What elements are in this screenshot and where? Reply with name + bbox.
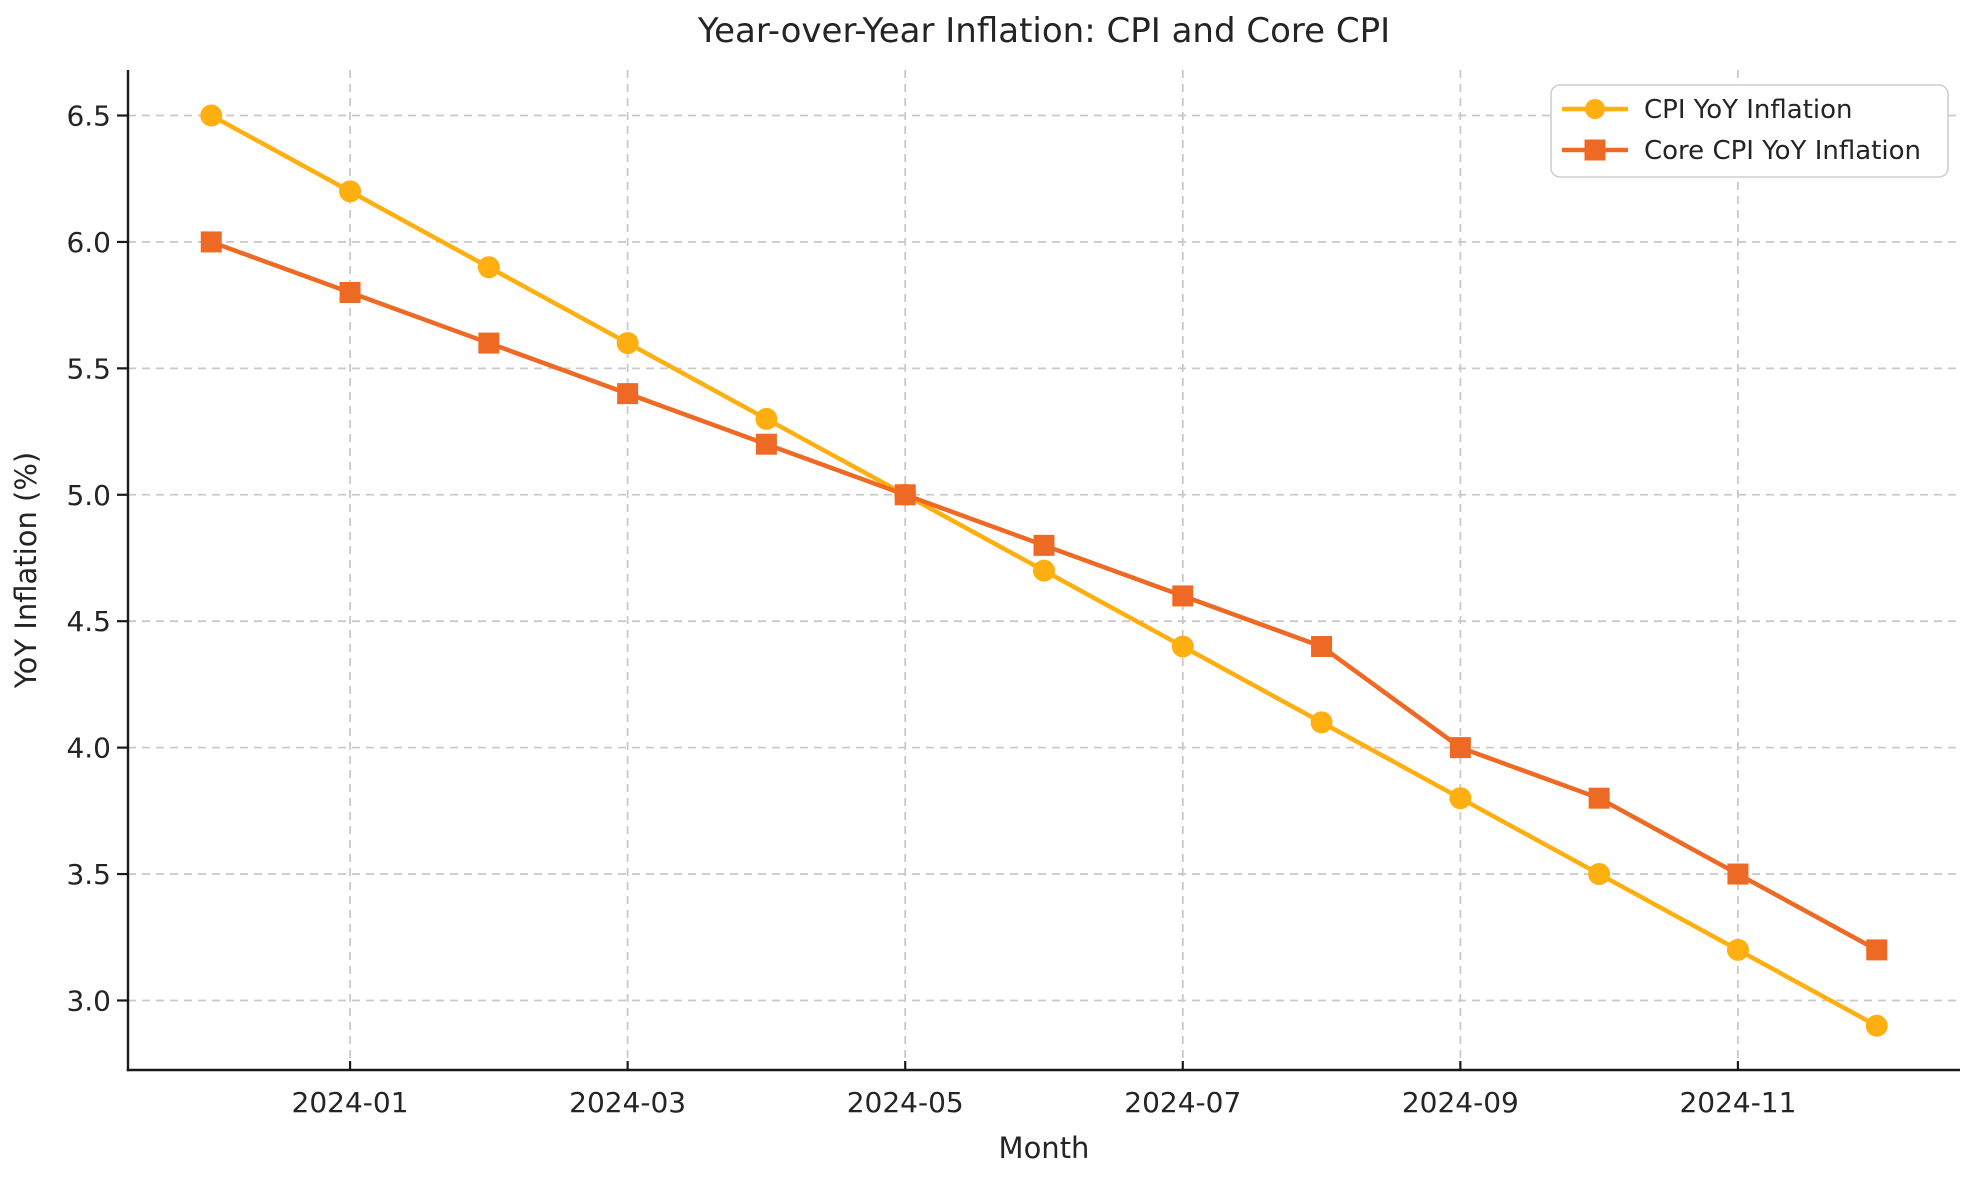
core-cpi-marker <box>478 332 500 354</box>
core-cpi-series <box>200 231 1888 961</box>
cpi-marker <box>1588 863 1611 886</box>
core-cpi-marker <box>755 433 777 455</box>
x-axis-label: Month <box>999 1131 1090 1165</box>
y-tick-label: 5.5 <box>66 352 111 385</box>
core-cpi-marker <box>1311 635 1333 657</box>
x-tick-label: 2024-09 <box>1402 1086 1519 1119</box>
cpi-marker <box>200 104 223 127</box>
y-tick-label: 4.5 <box>66 605 111 638</box>
core-cpi-marker <box>1449 737 1471 759</box>
cpi-marker <box>477 256 500 279</box>
core-cpi-marker <box>1172 585 1194 607</box>
y-tick-label: 4.0 <box>66 732 111 765</box>
y-tick-label: 3.5 <box>66 858 111 891</box>
core-cpi-marker <box>617 383 639 405</box>
x-tick-label: 2024-07 <box>1124 1086 1241 1119</box>
chart-title: Year-over-Year Inflation: CPI and Core C… <box>697 11 1390 51</box>
axes-spines <box>126 70 1960 1072</box>
x-tick-label: 2024-11 <box>1679 1086 1796 1119</box>
cpi-marker <box>755 407 778 430</box>
x-tick-label: 2024-05 <box>847 1086 964 1119</box>
x-tick-label: 2024-01 <box>292 1086 409 1119</box>
legend-entry-cpi: CPI YoY Inflation <box>1562 95 1853 125</box>
cpi-series <box>200 104 1888 1037</box>
core-cpi-marker <box>1727 863 1749 885</box>
legend-cpi-label: CPI YoY Inflation <box>1644 95 1853 125</box>
y-axis-label: YoY Inflation (%) <box>9 452 43 689</box>
legend-box <box>1550 84 1949 178</box>
legend-cpi-marker-icon <box>1585 99 1605 119</box>
cpi-marker <box>1310 711 1333 734</box>
data-series <box>200 104 1888 1037</box>
cpi-marker <box>1449 787 1472 810</box>
legend: CPI YoY Inflation Core CPI YoY Inflation <box>1550 84 1949 178</box>
core-cpi-marker <box>894 484 916 506</box>
core-cpi-series-line <box>209 239 1879 953</box>
y-tick-label: 6.5 <box>66 100 111 133</box>
axis-tick-labels: 3.0 3.5 4.0 4.5 5.0 5.5 6.0 6.5 2024-01 2024-03 20… <box>66 100 1796 1119</box>
cpi-marker <box>1171 635 1194 658</box>
legend-core-cpi-label: Core CPI YoY Inflation <box>1644 136 1921 166</box>
cpi-marker <box>1865 1014 1888 1037</box>
y-tick-label: 3.0 <box>66 984 111 1017</box>
axis-ticks <box>117 114 1740 1070</box>
y-tick-label: 5.0 <box>66 479 111 512</box>
core-cpi-marker <box>1866 939 1888 961</box>
cpi-marker <box>1726 938 1749 961</box>
y-tick-label: 6.0 <box>66 226 111 259</box>
core-cpi-marker <box>1588 787 1610 809</box>
legend-core-cpi-marker-icon <box>1584 139 1606 161</box>
core-cpi-marker <box>1033 534 1055 556</box>
cpi-marker <box>339 180 362 203</box>
cpi-marker <box>616 332 639 355</box>
x-tick-label: 2024-03 <box>569 1086 686 1119</box>
core-cpi-marker <box>339 282 361 304</box>
core-cpi-marker <box>200 231 222 253</box>
legend-entry-core-cpi: Core CPI YoY Inflation <box>1562 136 1921 166</box>
cpi-marker <box>1033 559 1055 582</box>
